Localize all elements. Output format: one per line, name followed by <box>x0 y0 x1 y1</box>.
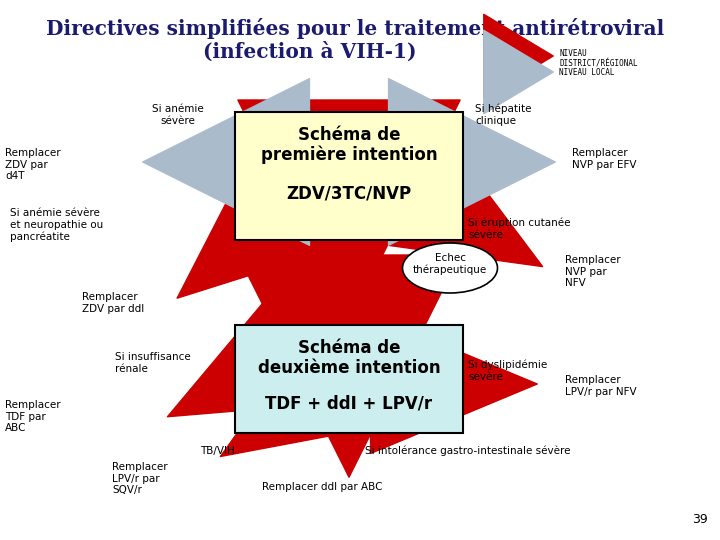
Text: première intention: première intention <box>261 146 437 165</box>
Text: NIVEAU
DISTRICT/RÉGIONAL: NIVEAU DISTRICT/RÉGIONAL <box>559 49 638 69</box>
Text: Remplacer
TDF par
ABC: Remplacer TDF par ABC <box>5 400 60 433</box>
Text: Si dyslipidémie
sévère: Si dyslipidémie sévère <box>468 360 547 382</box>
Text: Si anémie sévère
et neuropathie ou
pancréatite: Si anémie sévère et neuropathie ou pancr… <box>10 208 103 242</box>
Text: Remplacer
NVP par EFV: Remplacer NVP par EFV <box>572 148 636 170</box>
Text: Remplacer ddI par ABC: Remplacer ddI par ABC <box>262 482 382 492</box>
Text: Si éruption cutanée
sévère: Si éruption cutanée sévère <box>468 218 570 240</box>
Text: Remplacer
ZDV par ddI: Remplacer ZDV par ddI <box>82 292 144 314</box>
Text: Remplacer
LPV/r par
SQV/r: Remplacer LPV/r par SQV/r <box>112 462 168 495</box>
FancyBboxPatch shape <box>235 112 463 240</box>
Text: NIVEAU LOCAL: NIVEAU LOCAL <box>559 68 614 77</box>
Text: 39: 39 <box>692 513 708 526</box>
Text: Remplacer
NVP par
NFV: Remplacer NVP par NFV <box>565 255 621 288</box>
Text: Remplacer
LPV/r par NFV: Remplacer LPV/r par NFV <box>565 375 636 396</box>
Text: TDF + ddI + LPV/r: TDF + ddI + LPV/r <box>266 395 433 413</box>
Ellipse shape <box>402 243 498 293</box>
FancyBboxPatch shape <box>235 325 463 433</box>
Text: Schéma de: Schéma de <box>298 126 400 144</box>
Text: Directives simplifiées pour le traitement antirétroviral: Directives simplifiées pour le traitemen… <box>46 18 664 39</box>
Text: Remplacer
ZDV par
d4T: Remplacer ZDV par d4T <box>5 148 60 181</box>
Text: Si intolérance gastro-intestinale sévère: Si intolérance gastro-intestinale sévère <box>365 446 570 456</box>
Text: TB/VIH: TB/VIH <box>200 446 235 456</box>
Text: ZDV/3TC/NVP: ZDV/3TC/NVP <box>287 184 412 202</box>
Text: (infection à VIH-1): (infection à VIH-1) <box>203 42 417 62</box>
Text: Si anémie
sévère: Si anémie sévère <box>152 104 204 126</box>
Text: Si insuffisance
rénale: Si insuffisance rénale <box>115 352 191 374</box>
Text: Echec
thérapeutique: Echec thérapeutique <box>413 253 487 275</box>
Text: deuxième intention: deuxième intention <box>258 359 441 377</box>
Text: Si hépatite
clinique: Si hépatite clinique <box>475 104 531 126</box>
Text: Schéma de: Schéma de <box>298 339 400 357</box>
